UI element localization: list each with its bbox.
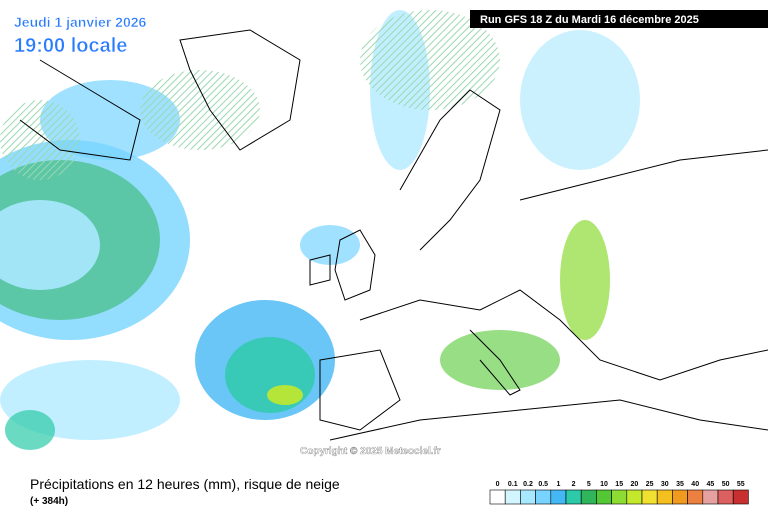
forecast-time: 19:00 locale	[14, 35, 127, 57]
legend: 0 0.1 0.2 0.5 1 2 5 10 15 20 25 30 35 40 45 50 55	[489, 481, 749, 505]
legend-label: 1	[556, 481, 560, 488]
legend-swatch	[656, 489, 673, 505]
footer-title: Précipitations en 12 heures (mm), risque…	[30, 476, 340, 492]
legend-label: 0.1	[508, 481, 518, 488]
legend-swatch	[732, 489, 749, 505]
legend-label: 15	[615, 481, 623, 488]
legend-label: 0	[496, 481, 500, 488]
run-banner	[470, 10, 768, 28]
legend-swatch	[687, 489, 704, 505]
legend-label: 50	[722, 481, 730, 488]
precipitation	[0, 10, 640, 450]
run-label: Run GFS 18 Z du Mardi 16 décembre 2025	[480, 14, 699, 26]
legend-label: 0.2	[523, 481, 533, 488]
legend-swatch	[702, 489, 719, 505]
lead-time: (+ 384h)	[30, 496, 68, 507]
legend-swatch	[596, 489, 612, 505]
legend-swatch	[504, 489, 521, 505]
forecast-date: Jeudi 1 janvier 2026	[14, 14, 147, 30]
legend-label: 35	[676, 481, 684, 488]
legend-label: 30	[661, 481, 669, 488]
legend-label: 40	[691, 481, 699, 488]
legend-label: 10	[600, 481, 608, 488]
legend-label: 45	[707, 481, 715, 488]
legend-label: 20	[631, 481, 639, 488]
legend-swatch	[626, 489, 643, 505]
legend-swatch	[535, 489, 552, 505]
legend-swatch	[489, 489, 506, 505]
legend-swatch	[550, 489, 567, 505]
legend-swatch	[565, 489, 582, 505]
copyright: Copyright © 2025 Meteociel.fr	[300, 446, 441, 457]
legend-label: 55	[737, 481, 745, 488]
legend-swatch	[717, 489, 734, 505]
legend-label: 0.5	[538, 481, 548, 488]
legend-label: 2	[572, 481, 576, 488]
legend-swatch	[641, 489, 658, 505]
legend-label: 5	[587, 481, 591, 488]
legend-swatch	[520, 489, 536, 505]
legend-swatch	[672, 489, 688, 505]
coastlines	[19, 29, 768, 441]
legend-label: 25	[646, 481, 654, 488]
legend-swatch	[611, 489, 628, 505]
legend-swatch	[580, 489, 597, 505]
